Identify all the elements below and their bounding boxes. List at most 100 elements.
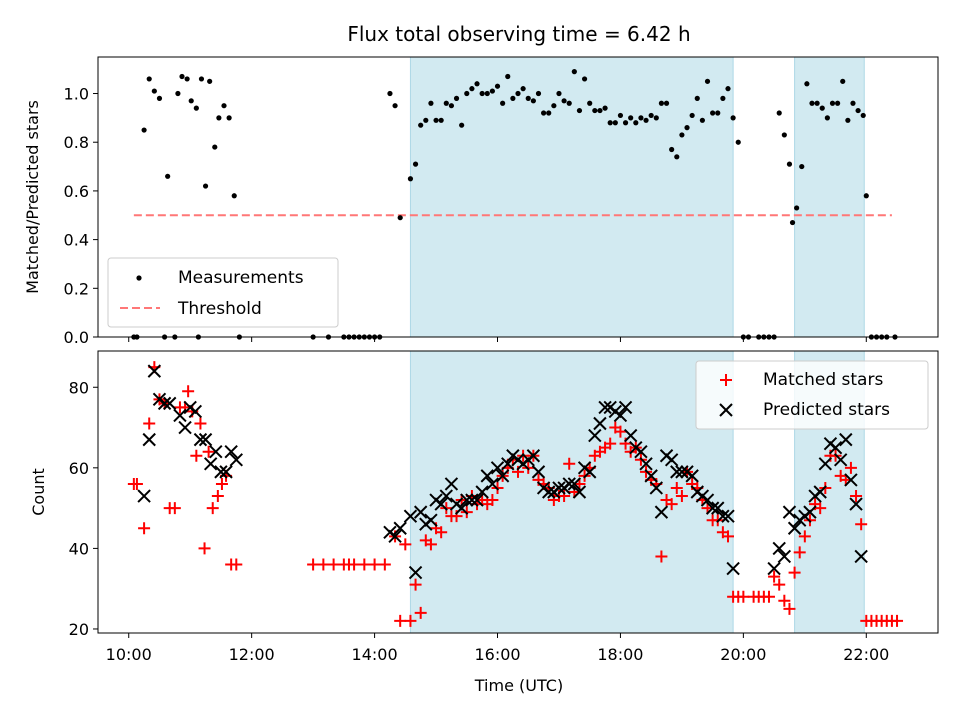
predicted-point (495, 469, 510, 483)
measurement-point (469, 86, 475, 92)
matched-point (814, 502, 827, 515)
legend-measurements-marker (136, 275, 142, 281)
measurement-point (715, 110, 721, 116)
measurement-point (387, 90, 393, 97)
measurement-point (648, 112, 654, 119)
measurement-point (184, 76, 190, 82)
measurement-point (704, 78, 711, 84)
measurement-point (221, 103, 227, 109)
measurement-point (448, 103, 455, 109)
matched-point (778, 594, 791, 607)
predicted-point (193, 432, 208, 447)
measurement-point (141, 127, 147, 133)
measurement-point (679, 132, 685, 138)
predicted-point (465, 493, 479, 507)
predicted-point (162, 396, 177, 411)
matched-point (563, 457, 576, 470)
predicted-point (726, 561, 740, 576)
measurement-point (179, 73, 185, 80)
predicted-point (623, 428, 638, 443)
measurement-point (814, 100, 820, 106)
matched-point (394, 614, 407, 627)
predicted-point (434, 497, 448, 511)
predicted-point (839, 432, 853, 447)
matched-point (486, 494, 499, 507)
legend-matched-label: Matched stars (763, 370, 883, 390)
measurement-point (789, 219, 796, 226)
x-tick-label: 16:00 (474, 645, 520, 664)
measurement-point (546, 110, 552, 116)
measurement-point (535, 90, 542, 97)
measurement-point (612, 120, 618, 126)
predicted-point (828, 440, 843, 455)
predicted-point (454, 501, 469, 515)
y-tick-label: 20 (69, 620, 89, 639)
measurement-point (855, 107, 861, 114)
measurement-point (622, 120, 629, 126)
matched-point (317, 558, 330, 571)
matched-point (409, 578, 422, 591)
measurement-point (730, 115, 736, 121)
measurement-point (443, 100, 449, 106)
x-axis-label: Time (UTC) (474, 676, 563, 695)
top-panel: 0.0 0.2 0.4 0.6 0.8 1.0 Matched/Predicted sta… (23, 56, 939, 347)
predicted-point (654, 505, 669, 519)
y-tick-label: 0.2 (64, 279, 89, 298)
measurement-point (845, 117, 851, 123)
matched-point (198, 542, 211, 555)
legend-predicted-marker (719, 403, 733, 417)
matched-point (762, 590, 775, 603)
y-tick-label: 1.0 (64, 85, 89, 104)
matched-point (844, 461, 857, 474)
measurement-point (397, 215, 403, 221)
matched-point (773, 578, 786, 591)
predicted-point (721, 509, 735, 523)
y-tick-label: 40 (69, 539, 89, 558)
measurement-point (804, 81, 810, 87)
measurement-point (674, 154, 680, 160)
predicted-point (403, 509, 418, 523)
bottom-panel-series (127, 361, 904, 627)
measurement-point (633, 120, 639, 126)
matched-point (665, 498, 678, 511)
predicted-point (388, 529, 402, 544)
measurement-point (530, 98, 536, 104)
y-tick-label: 80 (69, 378, 89, 397)
measurement-point (407, 176, 414, 182)
matched-point (399, 538, 412, 551)
measurement-point (423, 117, 429, 123)
measurement-point (156, 95, 163, 101)
matched-point (348, 558, 361, 571)
predicted-point (188, 404, 203, 419)
measurement-point (165, 173, 171, 179)
bottom-panel: 20 40 60 80 10:00 12:00 14:00 16:00 18:00 20:00 2… (29, 350, 939, 695)
predicted-point (147, 364, 162, 378)
measurement-point (489, 88, 495, 94)
measurement-point (694, 95, 700, 101)
predicted-point (705, 501, 720, 515)
predicted-point (444, 477, 459, 491)
predicted-point (552, 481, 566, 495)
matched-point (202, 445, 215, 458)
predicted-point (772, 541, 786, 556)
predicted-point (572, 485, 587, 499)
measurement-point (581, 76, 588, 82)
predicted-point (229, 453, 244, 467)
measurement-point (556, 90, 562, 97)
matched-point (138, 522, 151, 535)
measurement-point (541, 110, 547, 116)
predicted-point (157, 396, 172, 411)
measurement-point (663, 100, 670, 106)
predicted-point (618, 400, 633, 415)
matched-point (675, 490, 688, 503)
measurement-point (710, 110, 716, 116)
measurement-point (551, 103, 557, 109)
predicted-point (562, 477, 576, 491)
matched-point (783, 602, 796, 615)
matched-point (604, 437, 617, 450)
measurement-point (617, 112, 624, 119)
matched-point (891, 614, 904, 627)
predicted-point (526, 449, 541, 463)
predicted-point (490, 461, 505, 475)
